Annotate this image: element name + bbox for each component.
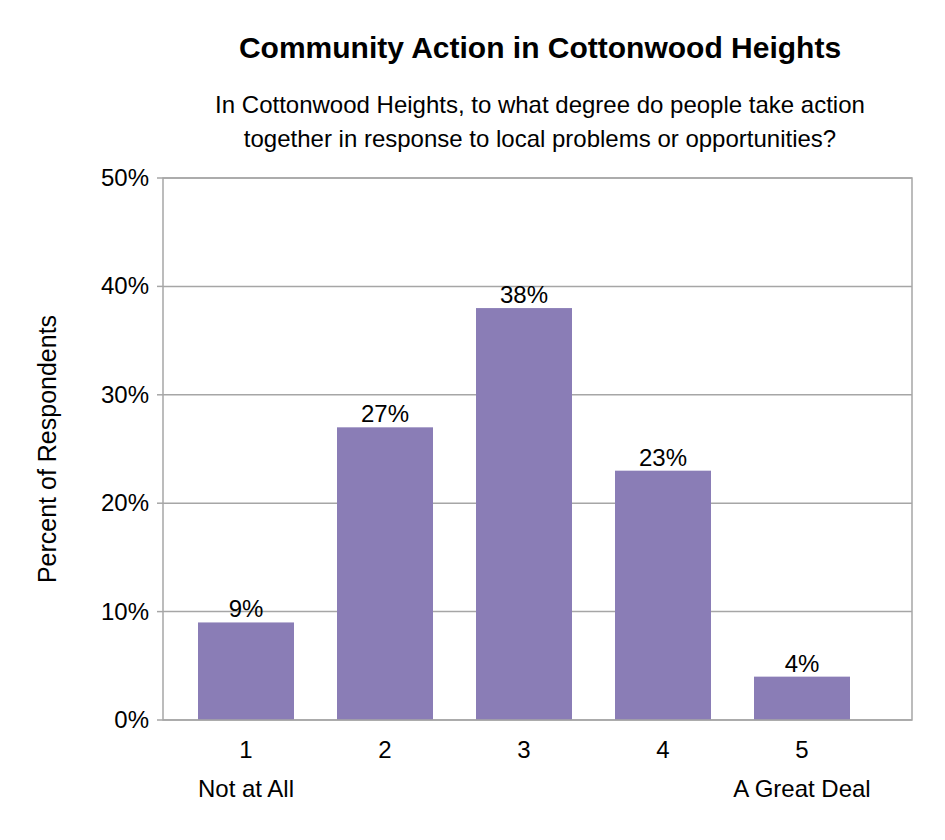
bar	[198, 622, 294, 720]
data-label: 4%	[785, 650, 820, 677]
tick-label: 50%	[101, 164, 149, 191]
category-label: 5	[795, 736, 808, 763]
plot-frame	[163, 178, 912, 720]
chart: Community Action in Cottonwood Heights In…	[0, 0, 945, 840]
bar	[754, 677, 850, 720]
annotation: A Great Deal	[733, 775, 870, 802]
data-label: 27%	[361, 400, 409, 427]
annotation: Not at All	[198, 775, 294, 802]
subtitle: together in response to local problems o…	[244, 125, 836, 152]
category-label: 3	[517, 736, 530, 763]
axis-label: Percent of Respondents	[33, 315, 61, 583]
tick-label: 30%	[101, 381, 149, 408]
bars	[198, 308, 850, 720]
tick-mark	[157, 719, 163, 721]
category-label: 2	[378, 736, 391, 763]
category-label: 4	[656, 736, 669, 763]
bar	[615, 471, 711, 720]
tick-label: 20%	[101, 489, 149, 516]
category-label: 1	[239, 736, 252, 763]
tick-mark	[157, 177, 163, 179]
title: Community Action in Cottonwood Heights	[239, 31, 841, 64]
data-label: 23%	[639, 444, 687, 471]
tick-mark	[157, 611, 163, 613]
tick-label: 0%	[114, 706, 149, 733]
data-label: 38%	[500, 281, 548, 308]
subtitle: In Cottonwood Heights, to what degree do…	[215, 91, 865, 118]
bar	[337, 427, 433, 720]
data-label: 9%	[229, 595, 264, 622]
tick-label: 10%	[101, 598, 149, 625]
tick-label: 40%	[101, 272, 149, 299]
tick-mark	[157, 502, 163, 504]
bar	[476, 308, 572, 720]
tick-mark	[157, 286, 163, 288]
tick-mark	[157, 394, 163, 396]
